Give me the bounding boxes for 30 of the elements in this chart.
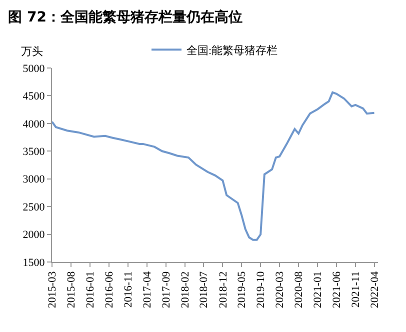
x-tick-label: 2016-06: [104, 270, 116, 308]
y-tick-label: 1500: [22, 256, 46, 269]
chart-title: 图 72：全国能繁母猪存栏量仍在高位: [8, 8, 242, 26]
x-tick-label: 2016-01: [84, 271, 97, 308]
x-tick-label: 2019-05: [236, 270, 248, 308]
x-tick-label: 2021-11: [350, 271, 362, 308]
x-tick-label: 2021-06: [330, 270, 343, 308]
x-tick-label: 2017-09: [160, 270, 173, 308]
y-tick-label: 5000: [22, 62, 46, 75]
y-tick-label: 4000: [22, 118, 46, 130]
x-tick-label: 2020-03: [274, 270, 286, 308]
line-series: [52, 91, 376, 241]
y-tick-label: 2500: [22, 201, 46, 214]
y-tick-label: 2000: [22, 229, 46, 242]
x-tick-label: 2022-04: [368, 270, 381, 308]
x-tick-label: 2018-02: [180, 271, 192, 308]
x-tick-label: 2018-07: [198, 270, 210, 308]
x-tick-label: 2018-12: [217, 271, 230, 308]
y-tick-label: 3500: [22, 146, 46, 158]
x-tick-label: 2021-01: [312, 271, 324, 308]
x-tick-label: 2017-04: [141, 270, 154, 308]
x-tick-label: 2016-11: [122, 271, 135, 308]
y-axis-title: 万头: [21, 45, 43, 58]
x-tick-label: 2020-08: [293, 270, 306, 308]
legend-label: 全国:能繁母猪存栏: [186, 44, 278, 57]
y-tick-label: 3000: [22, 174, 46, 186]
x-tick-label: 2015-03: [46, 270, 59, 308]
x-tick-label: 2015-08: [66, 270, 78, 308]
x-tick-label: 2019-10: [255, 270, 268, 308]
y-tick-label: 4500: [22, 90, 46, 103]
